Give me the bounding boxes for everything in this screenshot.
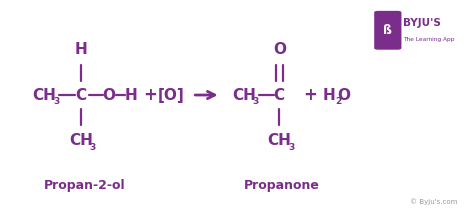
Text: H: H (322, 88, 335, 102)
Text: 3: 3 (90, 143, 96, 152)
Text: BYJU'S: BYJU'S (403, 18, 441, 28)
Text: CH: CH (32, 88, 56, 102)
Text: 3: 3 (253, 97, 259, 106)
Text: Propanone: Propanone (244, 179, 319, 192)
Text: © Byju's.com: © Byju's.com (410, 198, 458, 205)
Text: C: C (273, 88, 285, 102)
Text: H: H (74, 42, 87, 57)
FancyBboxPatch shape (374, 11, 401, 50)
Text: [O]: [O] (158, 88, 184, 102)
Text: +: + (303, 86, 317, 104)
Text: ß: ß (383, 24, 392, 37)
Text: The Learning App: The Learning App (403, 37, 455, 42)
Text: O: O (273, 42, 286, 57)
Text: CH: CH (267, 134, 291, 148)
Text: O: O (337, 88, 351, 102)
Text: H: H (125, 88, 137, 102)
Text: CH: CH (232, 88, 256, 102)
Text: O: O (103, 88, 116, 102)
Text: 3: 3 (53, 97, 59, 106)
Text: 2: 2 (336, 97, 342, 106)
Text: 3: 3 (288, 143, 294, 152)
Text: C: C (75, 88, 87, 102)
Text: Propan-2-ol: Propan-2-ol (44, 179, 125, 192)
Text: CH: CH (69, 134, 93, 148)
Text: +: + (143, 86, 157, 104)
